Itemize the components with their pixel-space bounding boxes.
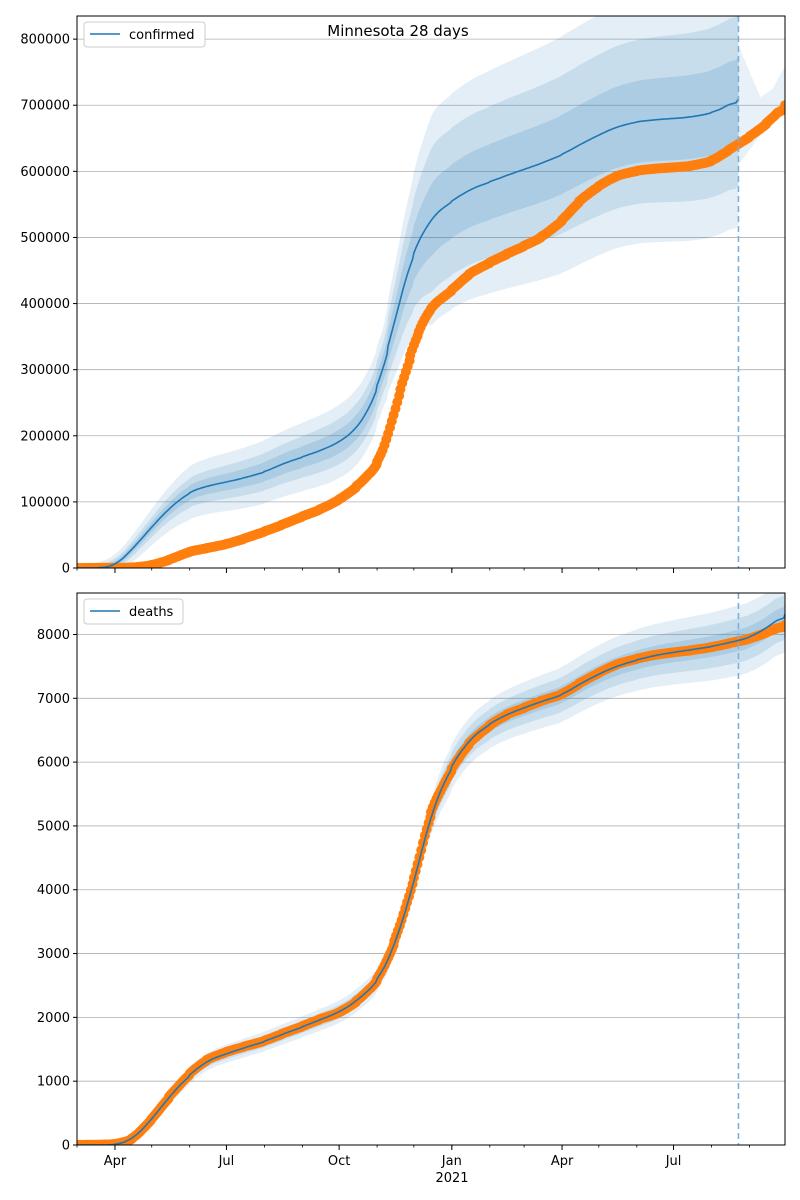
deaths-x-axis: Apr Jul Oct Jan Apr Jul: [76, 1145, 750, 1169]
deaths-y-tick-label: 1000: [37, 1075, 70, 1090]
confirmed-y-tick-label: 700000: [20, 99, 70, 114]
confirmed-model-line: [77, 98, 740, 568]
deaths-axes-frame: [76, 592, 786, 1146]
deaths-observed-point: [780, 619, 785, 630]
confirmed-y-tick-label: 100000: [20, 495, 70, 510]
deaths-panel: 0 1000 2000 3000 4000 5000 6000 7000 8000 Apr Jul…: [37, 592, 786, 1186]
confirmed-band-3: [77, 55, 739, 568]
confirmed-band-1: [77, 16, 739, 568]
deaths-y-tick-label: 0: [62, 1139, 70, 1154]
deaths-y-tick-label: 4000: [37, 883, 70, 898]
confirmed-x-axis: [76, 568, 750, 573]
confirmed-y-tick-label: 500000: [20, 231, 70, 246]
deaths-legend-label: deaths: [129, 605, 174, 620]
confirmed-panel: 0 100000 200000 300000 400000 500000 600000 700…: [20, 15, 786, 577]
confirmed-model-series: [77, 98, 740, 568]
x-axis-year-label: 2021: [435, 1171, 468, 1186]
confirmed-y-tick-label: 400000: [20, 297, 70, 312]
deaths-y-axis: 0 1000 2000 3000 4000 5000 6000 7000 8000: [37, 628, 77, 1154]
confirmed-axes-frame: [76, 15, 786, 569]
deaths-y-tick-label: 3000: [37, 947, 70, 962]
confirmed-legend: confirmed: [83, 21, 206, 48]
deaths-y-tick-label: 5000: [37, 819, 70, 834]
confirmed-y-tick-label: 300000: [20, 363, 70, 378]
deaths-x-tick-label: Jan: [441, 1154, 462, 1169]
confirmed-observed-series: [77, 100, 785, 568]
confirmed-band-2: [77, 16, 739, 568]
deaths-x-tick-label: Oct: [328, 1154, 350, 1169]
confirmed-legend-label: confirmed: [129, 28, 195, 43]
chart-title: Minnesota 28 days: [327, 22, 469, 40]
deaths-legend: deaths: [83, 598, 184, 625]
deaths-x-tick-label: Jul: [665, 1154, 682, 1169]
deaths-model-line: [77, 613, 785, 1145]
deaths-y-tick-label: 6000: [37, 756, 70, 771]
confirmed-y-tick-label: 200000: [20, 429, 70, 444]
confirmed-y-tick-label: 600000: [20, 165, 70, 180]
confirmed-y-tick-label: 0: [62, 562, 70, 577]
confirmed-legend-box: [83, 21, 206, 48]
deaths-y-tick-label: 2000: [37, 1011, 70, 1026]
deaths-model-series: [77, 613, 785, 1145]
deaths-x-tick-label: Apr: [104, 1154, 127, 1169]
deaths-x-tick-label: Apr: [551, 1154, 574, 1169]
deaths-legend-box: [83, 598, 184, 625]
confirmed-y-tick-label: 800000: [20, 33, 70, 48]
deaths-y-tick-label: 7000: [37, 692, 70, 707]
confirmed-observed-point: [780, 100, 785, 111]
confirmed-y-axis: 0 100000 200000 300000 400000 500000 600000 700…: [20, 33, 77, 577]
deaths-y-tick-label: 8000: [37, 628, 70, 643]
deaths-x-tick-label: Jul: [218, 1154, 235, 1169]
